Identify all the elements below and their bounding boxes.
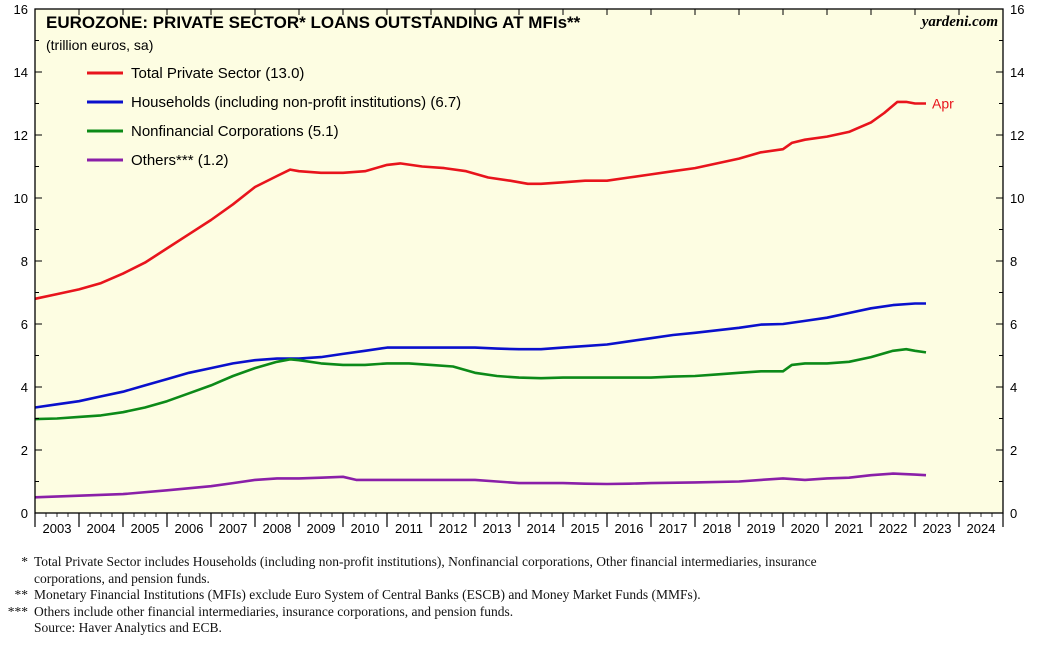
chart-subtitle: (trillion euros, sa)	[46, 37, 153, 53]
x-tick-label: 2004	[87, 521, 116, 536]
footnote-mark: **	[14, 587, 29, 602]
y-tick-label-right: 4	[1010, 380, 1017, 395]
x-tick-label: 2024	[967, 521, 996, 536]
x-tick-label: 2005	[131, 521, 160, 536]
legend-label-1: Total Private Sector (13.0)	[131, 65, 304, 82]
x-tick-label: 2019	[747, 521, 776, 536]
y-tick-label-right: 14	[1010, 65, 1024, 80]
legend-label-2: Households (including non-profit institu…	[131, 94, 461, 111]
x-tick-label: 2011	[395, 521, 423, 536]
annotation-apr: Apr	[932, 96, 954, 112]
series-line-1	[34, 100, 926, 301]
x-tick-label: 2017	[659, 521, 688, 536]
y-tick-label-right: 10	[1010, 191, 1024, 206]
y-tick-label-right: 12	[1010, 128, 1024, 143]
x-tick-label: 2015	[571, 521, 600, 536]
y-tick-label-left: 10	[14, 191, 28, 206]
x-tick-label: 2018	[703, 521, 732, 536]
y-tick-label-left: 2	[21, 443, 28, 458]
series-line-2	[34, 302, 926, 409]
x-tick-label: 2020	[791, 521, 820, 536]
line-chart: 0 0 2 2 4 4 6 6 8 8 10 10 12 12 14 14 16 16 2003 2004 2005 20…	[14, 2, 1025, 536]
series-line-3	[34, 347, 927, 421]
y-tick-label-right: 2	[1010, 443, 1017, 458]
y-tick-label-right: 6	[1010, 317, 1017, 332]
x-tick-label: 2022	[879, 521, 908, 536]
plot-frame	[34, 8, 1004, 514]
x-tick-label: 2023	[923, 521, 952, 536]
y-tick-label-left: 6	[21, 317, 28, 332]
legend-label-4: Others*** (1.2)	[131, 152, 229, 169]
x-tick-label: 2009	[307, 521, 336, 536]
footnote-text: corporations, and pension funds.	[34, 570, 210, 586]
footnote-line: Source: Haver Analytics and ECB.	[0, 620, 1054, 637]
y-tick-label-left: 8	[21, 254, 28, 269]
x-tick-label: 2006	[175, 521, 204, 536]
y-tick-label-right: 16	[1010, 2, 1024, 17]
source-label: yardeni.com	[920, 14, 998, 30]
y-tick-label-left: 0	[21, 506, 28, 521]
chart-title: EUROZONE: PRIVATE SECTOR* LOANS OUTSTAND…	[46, 13, 581, 32]
y-tick-label-right: 8	[1010, 254, 1017, 269]
footnote-line: *** Others include other financial interm…	[0, 604, 1054, 621]
footnotes: * Total Private Sector includes Household…	[0, 554, 1054, 637]
x-tick-label: 2008	[263, 521, 292, 536]
footnote-mark: *	[21, 554, 28, 569]
y-tick-label-left: 4	[21, 380, 28, 395]
footnote-text: Total Private Sector includes Households…	[34, 554, 817, 569]
footnote-line: ** Monetary Financial Institutions (MFIs)…	[0, 587, 1054, 604]
legend: Total Private Sector (13.0) Households (i…	[87, 65, 461, 169]
legend-label-3: Nonfinancial Corporations (5.1)	[131, 123, 339, 140]
x-tick-label: 2007	[219, 521, 248, 536]
footnote-mark: ***	[7, 603, 28, 619]
y-tick-label-left: 16	[14, 2, 28, 17]
y-tick-label-left: 12	[14, 128, 28, 143]
footnote-text: Others include other financial intermedi…	[34, 603, 514, 619]
footnote-text: Source: Haver Analytics and ECB.	[34, 620, 222, 635]
x-tick-label: 2016	[615, 521, 644, 536]
series-line-4	[34, 472, 927, 499]
footnote-line: * Total Private Sector includes Household…	[0, 554, 1054, 571]
x-tick-label: 2021	[835, 521, 864, 536]
y-tick-label-left: 14	[14, 65, 28, 80]
footnote-line: corporations, and pension funds.	[0, 571, 1054, 588]
plot-area	[35, 9, 1003, 513]
y-tick-label-right: 0	[1010, 506, 1017, 521]
footnote-text: Monetary Financial Institutions (MFIs) e…	[34, 587, 701, 602]
x-tick-label: 2010	[351, 521, 380, 536]
x-tick-label: 2012	[439, 521, 468, 536]
x-tick-label: 2003	[43, 521, 72, 536]
x-tick-label: 2013	[483, 521, 512, 536]
x-tick-label: 2014	[527, 521, 556, 536]
